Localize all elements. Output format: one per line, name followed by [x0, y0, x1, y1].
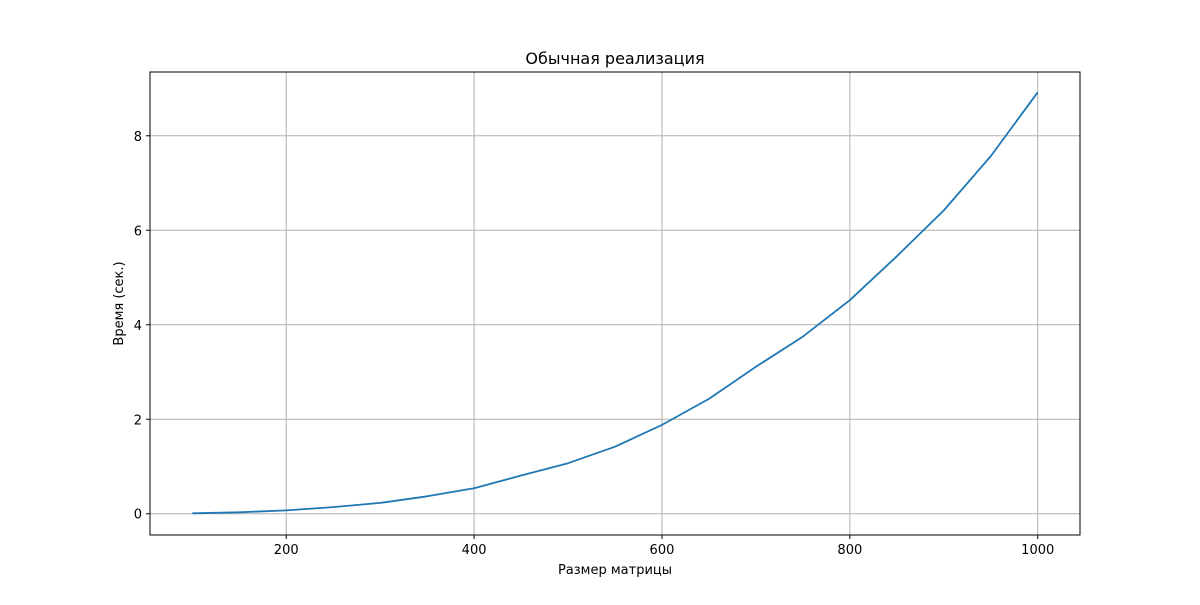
x-tick-label: 800 [837, 543, 862, 558]
x-tick-label: 1000 [1021, 543, 1054, 558]
y-tick-label: 4 [134, 319, 142, 334]
series-line [192, 91, 1039, 515]
y-tick-label: 6 [134, 224, 142, 239]
y-tick-label: 0 [134, 508, 142, 523]
x-tick-label: 400 [462, 543, 487, 558]
y-tick-label: 8 [134, 130, 142, 145]
grid-lines [150, 72, 1080, 535]
y-axis-label: Время (сек.) [112, 261, 127, 345]
y-tick-label: 2 [134, 413, 142, 428]
x-axis-label: Размер матрицы [558, 563, 672, 578]
series-group [192, 91, 1039, 515]
x-tick-label: 600 [650, 543, 675, 558]
tick-marks [146, 135, 1039, 539]
tick-labels: 200 400 600 800 1000 0 2 4 6 8 [134, 130, 1055, 558]
plot-area-frame [149, 71, 1081, 536]
x-tick-label: 200 [274, 543, 299, 558]
chart-title: Обычная реализация [525, 49, 704, 68]
